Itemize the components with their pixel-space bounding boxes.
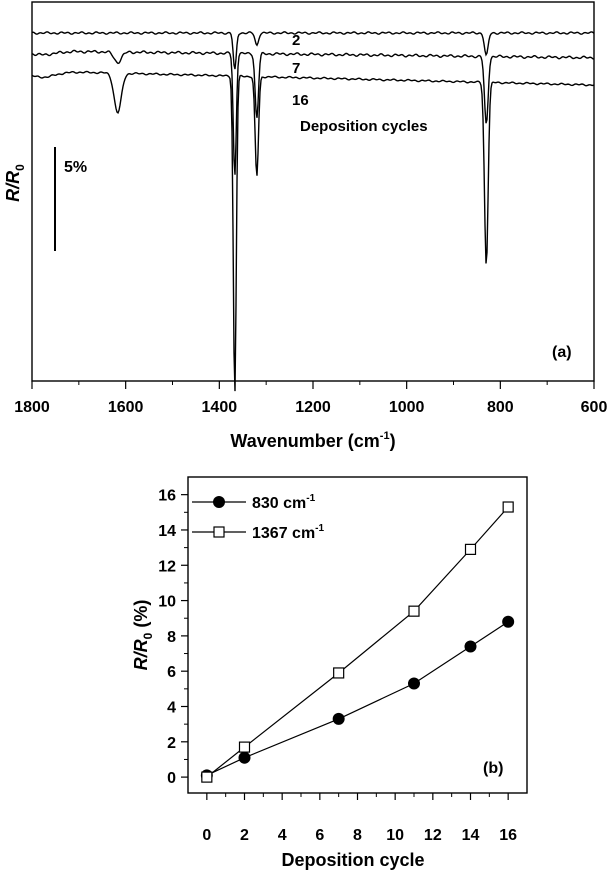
panel-b-y-tick-label: 16 xyxy=(158,488,176,505)
legend-marker-830 xyxy=(213,496,225,508)
panel-a-x-label-text: Wavenumber xyxy=(230,431,342,451)
panel-a-x-ticks: 1800 1600 1400 1200 1000 800 600 xyxy=(14,381,607,416)
point-1367 xyxy=(464,543,477,555)
legend-label-1367-text: 1367 cm xyxy=(252,525,315,542)
panel-a-x-label-unit: (cm xyxy=(348,431,380,451)
legend: 830 cm-1 1367 cm-1 xyxy=(192,493,325,542)
panel-b-frame xyxy=(187,476,528,794)
point-1367 xyxy=(238,741,251,753)
panel-b-x-tick-label: 16 xyxy=(499,827,517,844)
point-830 xyxy=(332,712,345,725)
legend-label-830-exp: -1 xyxy=(306,493,315,504)
panel-a-x-tick-label: 1600 xyxy=(108,399,144,416)
spectrum-2 xyxy=(31,31,595,70)
panel-b-y-label-unit: (%) xyxy=(131,600,151,633)
panel-b-x-ticks: 0 2 4 6 8 10 12 14 16 xyxy=(202,793,517,844)
panel-b-x-tick-label: 2 xyxy=(240,827,249,844)
point-1367 xyxy=(201,771,213,783)
point-830 xyxy=(408,677,420,690)
panel-b-y-label-main: R/R xyxy=(131,639,151,670)
panel-a-annotation: Deposition cycles xyxy=(300,118,428,135)
panel-a-label: (a) xyxy=(552,344,572,361)
point-1367 xyxy=(333,667,345,679)
legend-label-1367-exp: -1 xyxy=(315,523,324,534)
panel-b-x-tick-label: 14 xyxy=(462,827,480,844)
panel-a-x-tick-label: 600 xyxy=(581,399,608,416)
legend-label-830: 830 cm-1 xyxy=(252,493,316,512)
panel-b-x-tick-label: 0 xyxy=(202,827,211,844)
point-1367 xyxy=(408,605,420,617)
legend-label-830-text: 830 cm xyxy=(252,495,306,512)
panel-b-y-tick-label: 6 xyxy=(167,664,176,681)
spectrum-7 xyxy=(31,49,595,175)
panel-b-y-tick-label: 14 xyxy=(158,523,176,540)
scale-bar-label: 5% xyxy=(64,159,87,176)
panel-b-y-tick-label: 0 xyxy=(167,770,176,787)
panel-b-series xyxy=(200,501,515,783)
panel-a-y-label-main: R/R xyxy=(3,171,23,202)
panel-b-x-tick-label: 6 xyxy=(315,827,324,844)
legend-label-1367: 1367 cm-1 xyxy=(252,523,325,542)
panel-b-y-tick-label: 10 xyxy=(158,594,176,611)
panel-b-label: (b) xyxy=(483,760,503,777)
panel-a-series-labels: 2 7 16 xyxy=(292,32,309,109)
legend-marker-1367 xyxy=(213,526,225,538)
panel-a-spectra: 1800 1600 1400 1200 1000 800 600 2 7 16 Depositi… xyxy=(3,1,607,451)
panel-b-y-tick-label: 4 xyxy=(167,699,176,716)
panel-a-x-tick-label: 800 xyxy=(487,399,514,416)
spectrum-label-7: 7 xyxy=(292,60,300,77)
panel-b-x-tick-label: 8 xyxy=(353,827,362,844)
panel-a-x-tick-label: 1400 xyxy=(202,399,238,416)
panel-a-y-axis-label: R/R0 xyxy=(3,164,27,202)
panel-a-x-tick-label: 1200 xyxy=(295,399,331,416)
panel-b-x-tick-label: 10 xyxy=(386,827,404,844)
point-830 xyxy=(502,615,515,628)
panel-b-y-tick-label: 2 xyxy=(167,735,176,752)
panel-a-frame xyxy=(31,1,595,382)
series-line-1 xyxy=(206,506,509,778)
point-1367 xyxy=(502,501,514,513)
panel-b-y-ticks: 0 2 4 6 8 10 12 14 16 xyxy=(158,488,188,787)
point-830 xyxy=(238,751,251,764)
panel-a-series xyxy=(31,31,595,392)
panel-b-x-tick-label: 4 xyxy=(278,827,287,844)
panel-b-x-tick-label: 12 xyxy=(424,827,442,844)
panel-a-x-axis-label: Wavenumber (cm-1) xyxy=(230,430,395,451)
spectrum-label-2: 2 xyxy=(292,32,300,49)
panel-b-x-axis-label: Deposition cycle xyxy=(281,850,424,870)
panel-a-x-label-close: ) xyxy=(390,431,396,451)
panel-b-y-label-sub: 0 xyxy=(141,632,155,639)
panel-a-x-label-exp: -1 xyxy=(380,430,390,442)
series-line-0 xyxy=(206,621,509,776)
panel-a-x-tick-label: 1800 xyxy=(14,399,50,416)
panel-b-y-axis-label: R/R0 (%) xyxy=(131,600,155,671)
point-830 xyxy=(464,640,477,653)
spectrum-label-16: 16 xyxy=(292,92,309,109)
panel-a-y-label-sub: 0 xyxy=(13,164,27,171)
spectrum-16 xyxy=(31,70,595,392)
panel-b-y-tick-label: 12 xyxy=(158,558,176,575)
panel-b-y-tick-label: 8 xyxy=(167,629,176,646)
panel-a-x-tick-label: 1000 xyxy=(389,399,425,416)
